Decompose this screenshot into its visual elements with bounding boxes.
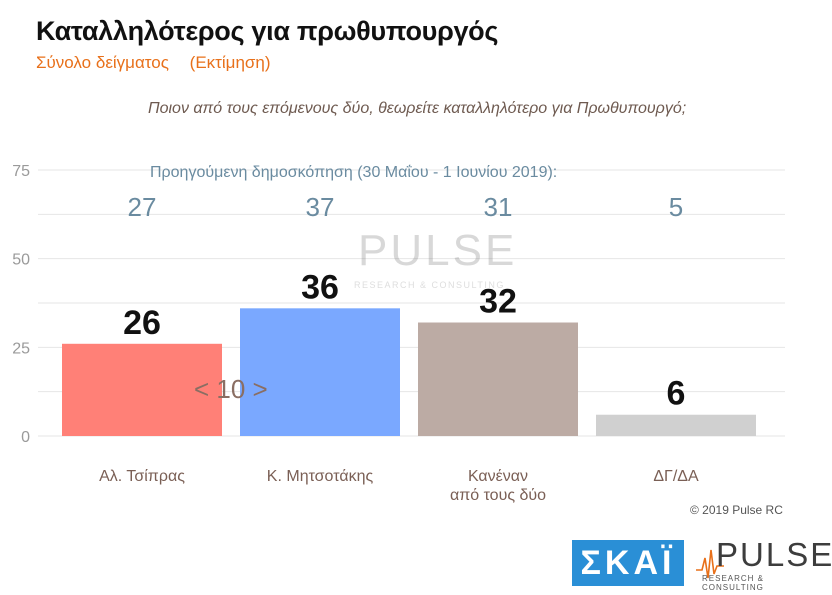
subtitle-estimate: (Εκτίμηση) [189, 53, 271, 72]
category-label: Κανέναν [468, 468, 528, 485]
bar [240, 308, 400, 436]
y-tick-label: 75 [12, 163, 30, 180]
bar [62, 343, 222, 436]
watermark-tagline: RESEARCH & CONSULTING [354, 280, 505, 290]
previous-poll-label: Προηγούμενη δημοσκόπηση (30 Μαΐου - 1 Ιο… [150, 164, 558, 181]
bar [596, 414, 756, 436]
y-tick-label: 25 [12, 340, 30, 357]
previous-value-label: 31 [484, 192, 513, 222]
category-label: Αλ. Τσίπρας [99, 468, 185, 485]
chart-subtitle: Σύνολο δείγματος (Εκτίμηση) [36, 53, 287, 73]
bar-value-label: 6 [667, 375, 686, 413]
subtitle-sample: Σύνολο δείγματος [36, 53, 169, 72]
bar [418, 322, 578, 436]
category-label: ΔΓ/ΔΑ [653, 468, 699, 485]
category-label: από τους δύο [450, 487, 546, 504]
previous-value-label: 5 [669, 192, 683, 222]
pulse-wave-icon [696, 549, 724, 579]
watermark-text: PULSE [358, 226, 518, 275]
y-tick-label: 0 [21, 429, 30, 446]
previous-value-label: 37 [306, 192, 335, 222]
pulse-logo-text: PULSE [716, 536, 832, 573]
bar-value-label: 36 [301, 268, 339, 306]
chart-title: Καταλληλότερος για πρωθυπουργός [36, 16, 499, 46]
y-tick-label: 50 [12, 252, 30, 269]
category-label: Κ. Μητσοτάκης [267, 468, 374, 485]
pulse-watermark: PULSE RESEARCH & CONSULTING [352, 226, 514, 298]
skai-logo: ΣΚΑΪ [572, 540, 684, 586]
difference-label: < 10 > [194, 374, 268, 404]
previous-value-label: 27 [128, 192, 157, 222]
pulse-logo: PULSE RESEARCH & CONSULTING [696, 536, 832, 592]
survey-question: Ποιον από τους επόμενους δύο, θεωρείτε κ… [148, 100, 687, 117]
pulse-logo-tagline: RESEARCH & CONSULTING [702, 574, 765, 592]
bar-value-label: 26 [123, 304, 161, 342]
copyright: © 2019 Pulse RC [690, 503, 783, 517]
bar-value-label: 32 [479, 283, 517, 321]
